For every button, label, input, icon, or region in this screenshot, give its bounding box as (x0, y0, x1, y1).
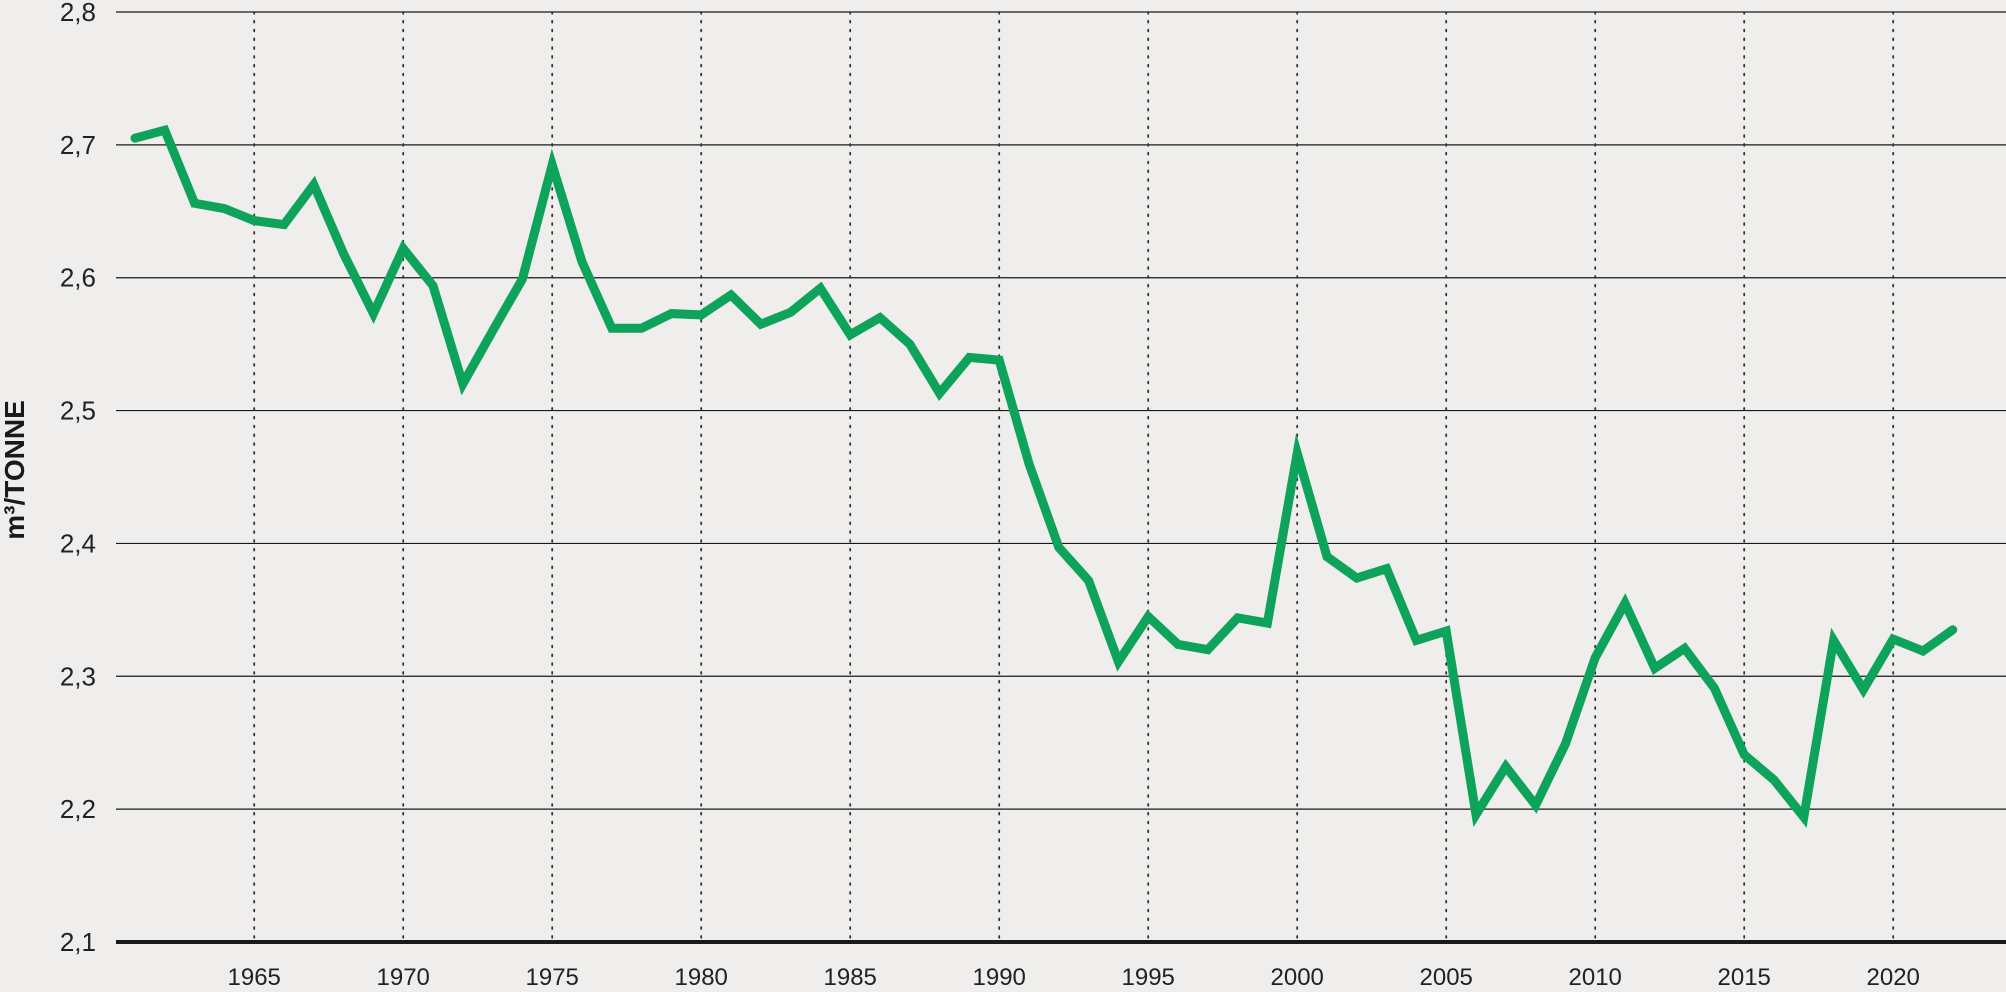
data-point (1654, 667, 1656, 669)
y-tick-label: 2,5 (60, 396, 96, 426)
y-tick-label: 2,2 (60, 794, 96, 824)
data-point (1505, 766, 1507, 768)
data-point (641, 327, 643, 329)
data-point (1147, 616, 1149, 617)
data-point (1237, 617, 1239, 619)
y-tick-label: 2,7 (60, 130, 96, 160)
series-layer (130, 124, 1958, 828)
data-point (611, 327, 613, 329)
data-point (1952, 629, 1954, 631)
data-point (1266, 622, 1268, 624)
data-point (283, 224, 285, 226)
data-point (1326, 556, 1328, 558)
data-point (194, 202, 196, 204)
data-point (849, 334, 851, 336)
x-tick-label: 1985 (824, 964, 877, 991)
x-tick-label: 2010 (1569, 964, 1622, 991)
data-point (760, 323, 762, 325)
data-point (1803, 816, 1805, 818)
x-tick-label: 1990 (973, 964, 1026, 991)
data-point (1624, 602, 1626, 604)
axis-layer: 2,1 2,2 2,3 2,4 2,5 2,6 2,7 2,8 1965 1970 1975 1980… (60, 0, 2006, 991)
data-point (1386, 568, 1388, 570)
data-point (521, 278, 523, 280)
data-point (372, 313, 374, 315)
data-point (819, 287, 821, 289)
grid-layer (116, 11, 2006, 941)
data-point (1475, 813, 1477, 815)
data-point (879, 317, 881, 319)
data-point (1892, 638, 1894, 640)
data-point (581, 261, 583, 263)
data-point (492, 330, 494, 332)
data-point (1833, 639, 1835, 641)
data-point (164, 129, 166, 131)
data-point (1535, 804, 1537, 806)
data-point (1088, 580, 1090, 582)
data-point (1356, 577, 1358, 579)
data-point (1862, 689, 1864, 691)
x-tick-label: 1975 (526, 964, 579, 991)
x-tick-label: 1995 (1122, 964, 1175, 991)
x-tick-label: 2005 (1420, 964, 1473, 991)
data-point (909, 343, 911, 345)
data-point (134, 137, 136, 139)
x-tick-label: 2015 (1718, 964, 1771, 991)
data-point (343, 253, 345, 255)
data-point (551, 164, 553, 166)
y-axis-label: m³/TONNE (0, 400, 30, 540)
data-point (1177, 643, 1179, 645)
data-point (700, 314, 702, 316)
data-point (730, 294, 732, 296)
data-point (1564, 743, 1566, 745)
data-point (939, 392, 941, 394)
y-tick-label: 2,3 (60, 661, 96, 691)
data-point (253, 220, 255, 222)
x-tick-label: 1970 (377, 964, 430, 991)
data-point (1922, 650, 1924, 652)
data-point (1058, 546, 1060, 548)
x-tick-label: 2000 (1271, 964, 1324, 991)
y-tick-label: 2,1 (60, 927, 96, 957)
data-point (1743, 754, 1745, 756)
data-point (402, 247, 404, 249)
data-point (1594, 657, 1596, 659)
data-point (998, 359, 1000, 361)
data-point (462, 383, 464, 385)
label-layer: m³/TONNE (0, 400, 30, 540)
data-point (1207, 649, 1209, 651)
x-tick-label: 1980 (675, 964, 728, 991)
data-point (313, 184, 315, 186)
data-point (670, 313, 672, 315)
data-point (1296, 452, 1298, 454)
data-point (1684, 647, 1686, 649)
series-line (130, 124, 1958, 828)
x-tick-label: 2020 (1867, 964, 1920, 991)
data-point (1415, 639, 1417, 641)
y-tick-label: 2,6 (60, 263, 96, 293)
data-point (1713, 687, 1715, 689)
x-tick-label: 1965 (228, 964, 281, 991)
data-point (1117, 661, 1119, 663)
data-point (968, 356, 970, 358)
data-point (1445, 630, 1447, 632)
data-point (223, 208, 225, 210)
data-point (790, 311, 792, 313)
data-point (432, 285, 434, 287)
data-point (1028, 463, 1030, 465)
y-tick-label: 2,4 (60, 528, 96, 558)
y-tick-label: 2,8 (60, 0, 96, 27)
data-point (1773, 779, 1775, 781)
